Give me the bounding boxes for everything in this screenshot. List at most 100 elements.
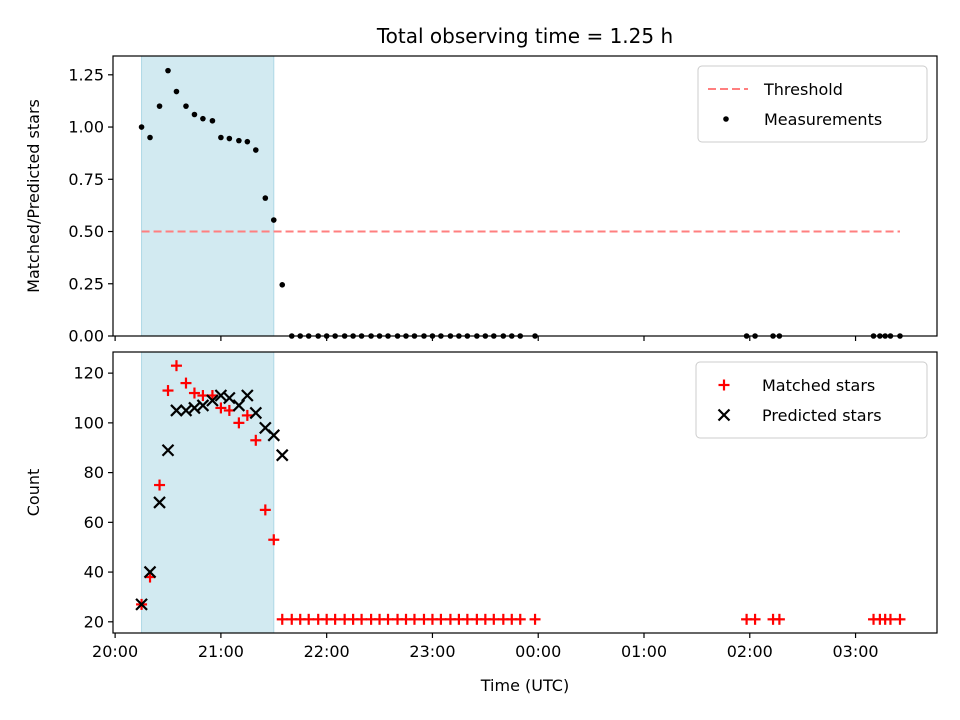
x-b [179, 404, 193, 417]
x-b [188, 401, 201, 415]
data-point [884, 613, 896, 625]
data-point [356, 613, 368, 625]
data-point [200, 115, 206, 122]
data-point [275, 448, 289, 462]
data-point [154, 479, 166, 491]
x-tick-label: 01:00 [621, 642, 667, 661]
y-tick-label: 0.25 [68, 274, 104, 293]
legend-box [695, 361, 928, 439]
x-tick-label: 03:00 [832, 642, 878, 661]
data-point [135, 598, 148, 611]
data-point [749, 613, 761, 625]
x-b [717, 408, 731, 422]
data-point [529, 613, 541, 625]
x-b [223, 391, 236, 405]
data-point [259, 504, 271, 516]
data-point [236, 137, 242, 144]
observing-window [141, 351, 275, 634]
data-point [303, 613, 315, 625]
y-axis-label: Count [24, 469, 43, 517]
data-point [138, 124, 145, 130]
x-tick-label: 23:00 [409, 642, 455, 661]
top-panel: 0.00 0.25 0.50 0.75 1.00 1.25 Matched/Predicte… [24, 55, 938, 346]
data-point [215, 402, 227, 414]
x-b [135, 598, 148, 611]
y-tick-label: 1.00 [68, 118, 104, 137]
data-point [233, 417, 245, 429]
y-tick-label: 0.75 [68, 170, 104, 189]
legend-label: Matched stars [762, 376, 875, 395]
data-point [241, 389, 254, 402]
data-point [329, 613, 341, 625]
data-point [173, 88, 180, 95]
legend-label: Threshold [763, 80, 843, 99]
data-point [226, 135, 233, 142]
data-point [262, 195, 269, 201]
y-tick-label: 20 [84, 612, 104, 631]
x-b [249, 406, 263, 420]
axes-frame [112, 55, 938, 337]
x-tick-label: 00:00 [515, 642, 561, 661]
y-tick-label: 40 [84, 563, 104, 582]
y-tick-label: 0.00 [68, 327, 104, 346]
axes-frame [112, 351, 938, 634]
y-tick-label: 100 [73, 413, 104, 432]
x-b [143, 565, 157, 579]
data-point [267, 429, 281, 442]
data-point [244, 138, 251, 145]
y-tick-label: 120 [73, 364, 104, 383]
y-tick-label: 1.25 [68, 65, 104, 84]
data-point [162, 385, 174, 397]
legend-label: Measurements [764, 110, 882, 129]
x-b [267, 429, 281, 442]
legend-label: Predicted stars [762, 406, 882, 425]
data-point [191, 111, 198, 118]
x-b [232, 399, 246, 412]
series-predicted-stars [135, 389, 289, 611]
data-point [461, 613, 473, 625]
x-b [196, 399, 210, 412]
data-point [183, 103, 189, 109]
legend-marker [717, 408, 731, 422]
data-point [270, 217, 277, 223]
x-b [241, 389, 254, 402]
x-tick-label: 21:00 [198, 642, 244, 661]
data-point [180, 377, 192, 389]
x-tick-label: 22:00 [304, 642, 350, 661]
data-point [408, 613, 420, 625]
data-point [382, 613, 394, 625]
data-point [161, 443, 175, 457]
data-point [188, 387, 200, 399]
data-point [156, 103, 163, 109]
legend-marker [718, 379, 730, 391]
data-point [153, 496, 166, 509]
x-tick-label: 02:00 [727, 642, 773, 661]
data-point [147, 134, 153, 141]
x-b [275, 448, 289, 462]
data-point [223, 391, 236, 405]
x-b [206, 394, 219, 407]
data-point [279, 282, 286, 288]
y-tick-label: 80 [84, 463, 104, 482]
data-point [894, 613, 906, 625]
data-point [165, 67, 171, 74]
data-point [250, 434, 262, 446]
legend: Threshold Measurements [697, 65, 928, 143]
data-point [206, 394, 219, 407]
y-tick-label: 60 [84, 513, 104, 532]
data-point [773, 613, 785, 625]
bottom-panel: 20 40 60 80 100 120 20:00 21:00 22:00 23:00 00:00 0… [24, 351, 938, 661]
data-point [276, 613, 288, 625]
data-point [241, 409, 253, 421]
data-point [196, 399, 210, 412]
x-b [161, 443, 175, 457]
x-axis-label: Time (UTC) [480, 676, 569, 695]
data-point [170, 360, 182, 372]
data-point [488, 613, 500, 625]
legend-marker [723, 116, 729, 122]
x-b [153, 496, 166, 509]
data-point [435, 613, 447, 625]
data-point [268, 534, 280, 546]
x-b [170, 404, 183, 417]
